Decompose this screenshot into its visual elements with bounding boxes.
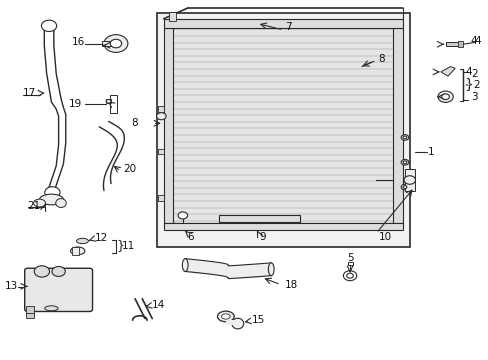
Ellipse shape xyxy=(231,318,243,329)
Ellipse shape xyxy=(221,314,230,319)
Text: 2: 2 xyxy=(472,80,479,90)
Text: 16: 16 xyxy=(72,37,85,47)
Text: 13: 13 xyxy=(5,281,18,291)
Text: 8: 8 xyxy=(378,54,385,64)
Circle shape xyxy=(343,271,356,281)
Ellipse shape xyxy=(56,199,66,207)
Text: 4: 4 xyxy=(465,67,471,77)
Circle shape xyxy=(41,20,57,31)
Bar xyxy=(225,320,240,325)
Bar xyxy=(457,41,462,48)
Bar xyxy=(25,306,34,315)
Text: 17: 17 xyxy=(23,88,36,98)
Text: 4: 4 xyxy=(473,36,480,46)
Circle shape xyxy=(45,187,60,198)
Text: 10: 10 xyxy=(378,232,391,242)
Text: 19: 19 xyxy=(69,99,82,109)
Bar xyxy=(25,313,34,318)
Text: 15: 15 xyxy=(252,315,265,325)
Ellipse shape xyxy=(182,259,188,271)
Bar xyxy=(347,261,352,265)
Bar xyxy=(168,12,175,21)
Circle shape xyxy=(402,186,406,189)
Circle shape xyxy=(178,212,187,219)
Bar xyxy=(445,42,461,46)
Circle shape xyxy=(402,161,406,164)
Text: 8: 8 xyxy=(131,118,137,128)
Bar xyxy=(110,95,117,113)
Text: 11: 11 xyxy=(122,241,135,251)
Circle shape xyxy=(110,39,122,48)
FancyBboxPatch shape xyxy=(24,268,92,311)
Bar xyxy=(156,13,409,247)
Circle shape xyxy=(106,100,111,103)
Text: }: } xyxy=(464,78,473,92)
Bar xyxy=(163,222,402,230)
Bar xyxy=(158,106,163,112)
Text: 12: 12 xyxy=(94,233,107,243)
Text: 18: 18 xyxy=(284,280,297,289)
Text: 2: 2 xyxy=(470,69,477,79)
Text: }: } xyxy=(116,239,124,252)
Text: 20: 20 xyxy=(123,165,136,174)
Ellipse shape xyxy=(77,238,88,244)
Bar xyxy=(106,99,110,103)
Ellipse shape xyxy=(34,199,45,207)
Bar xyxy=(102,41,117,46)
Bar xyxy=(404,169,414,191)
Bar xyxy=(163,28,173,222)
Polygon shape xyxy=(440,67,454,76)
Ellipse shape xyxy=(70,247,85,255)
Text: 7: 7 xyxy=(285,22,292,32)
Circle shape xyxy=(402,136,406,139)
Circle shape xyxy=(403,176,415,184)
Circle shape xyxy=(34,266,49,277)
Bar xyxy=(218,215,299,222)
Bar xyxy=(163,19,402,28)
Bar xyxy=(392,28,402,222)
Circle shape xyxy=(52,266,65,276)
Circle shape xyxy=(346,273,353,278)
Bar xyxy=(71,247,79,255)
Bar xyxy=(168,28,395,222)
Text: 4: 4 xyxy=(470,36,477,46)
Circle shape xyxy=(437,91,452,102)
Text: 21: 21 xyxy=(27,201,41,211)
Text: 14: 14 xyxy=(151,300,164,310)
Text: 3: 3 xyxy=(470,92,477,102)
Circle shape xyxy=(441,94,448,100)
Circle shape xyxy=(400,159,408,165)
Bar xyxy=(158,149,163,154)
Ellipse shape xyxy=(217,311,234,322)
Text: 6: 6 xyxy=(187,232,194,242)
Text: 9: 9 xyxy=(259,233,265,242)
Circle shape xyxy=(104,35,128,53)
Text: 1: 1 xyxy=(427,147,434,157)
Ellipse shape xyxy=(268,263,274,276)
Bar xyxy=(158,195,163,201)
Ellipse shape xyxy=(40,194,63,205)
Circle shape xyxy=(156,113,166,120)
Ellipse shape xyxy=(45,306,58,311)
Circle shape xyxy=(400,184,408,190)
Text: 5: 5 xyxy=(346,253,353,263)
Circle shape xyxy=(400,135,408,140)
